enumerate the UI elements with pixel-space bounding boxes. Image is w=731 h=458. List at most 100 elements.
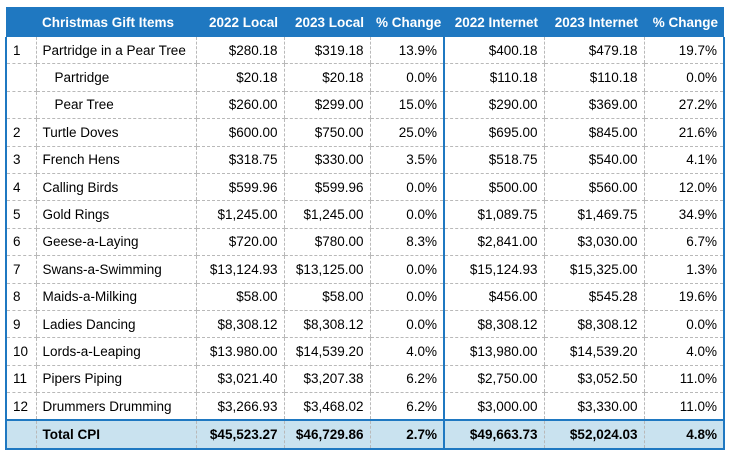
cell-2022-local: $1,245.00 <box>195 200 284 229</box>
cell-gift-name: Pipers Piping <box>35 365 196 394</box>
cell-2022-local: $599.96 <box>195 173 284 202</box>
cell-row-number: 11 <box>5 365 36 394</box>
cell-2022-local: $3,266.93 <box>195 392 284 421</box>
table-row: 2 Turtle Doves $600.00 $750.00 25.0% $695.00 $… <box>5 118 725 147</box>
cell-2023-internet: $479.18 <box>543 37 644 65</box>
header-2022-internet: 2022 Internet <box>444 7 544 37</box>
cell-row-number: 10 <box>5 337 36 366</box>
table-row: 10 Lords-a-Leaping $13.980.00 $14,539.20 4.0… <box>5 337 725 366</box>
cell-2023-local: $780.00 <box>283 228 370 257</box>
table-row: 4 Calling Birds $599.96 $599.96 0.0% $500.00 $… <box>5 173 725 202</box>
cell-2023-internet: $540.00 <box>543 146 644 174</box>
cell-2023-internet: $3,330.00 <box>543 392 644 421</box>
cell-2022-local: $3,021.40 <box>195 365 284 394</box>
cell-row-number: 6 <box>5 228 36 257</box>
cell-internet-change: 12.0% <box>643 173 725 202</box>
total-row: Total CPI $45,523.27 $46,729.86 2.7% $49,663… <box>5 419 725 450</box>
cell-local-change: 0.0% <box>369 283 444 311</box>
cell-gift-name: French Hens <box>35 146 196 174</box>
cell-2023-internet: $14,539.20 <box>543 337 644 366</box>
cell-local-change: 0.0% <box>369 255 444 284</box>
table-row: 8 Maids-a-Milking $58.00 $58.00 0.0% $456.00 $… <box>5 283 725 311</box>
cell-gift-name: Pear Tree <box>35 91 196 120</box>
cell-local-change: 0.0% <box>369 310 444 339</box>
cell-2023-local: $58.00 <box>283 283 370 311</box>
cell-local-change: 3.5% <box>369 146 444 174</box>
cell-2023-local: $299.00 <box>283 91 370 120</box>
cell-2023-local: $20.18 <box>283 63 370 92</box>
cell-2022-internet: $500.00 <box>443 173 544 202</box>
table-row: 5 Gold Rings $1,245.00 $1,245.00 0.0% $1,089.… <box>5 200 725 229</box>
cell-row-number: 8 <box>5 283 36 311</box>
cell-2022-local: $13,124.93 <box>195 255 284 284</box>
cell-internet-change: 19.7% <box>643 37 725 65</box>
cell-2022-local: $13.980.00 <box>195 337 284 366</box>
cell-2023-internet: $110.18 <box>543 63 644 92</box>
cell-2023-internet: $15,325.00 <box>543 255 644 284</box>
cell-2022-internet: $2,841.00 <box>443 228 544 257</box>
cell-2022-local: $20.18 <box>195 63 284 92</box>
cell-2023-local: $13,125.00 <box>283 255 370 284</box>
cell-gift-name: Partridge in a Pear Tree <box>35 37 196 65</box>
table-row: Partridge $20.18 $20.18 0.0% $110.18 $110.18 0… <box>5 63 725 92</box>
cell-2023-local: $14,539.20 <box>283 337 370 366</box>
cell-row-number: 12 <box>5 392 36 421</box>
cell-local-change: 25.0% <box>369 118 444 147</box>
cell-internet-change: 0.0% <box>643 63 725 92</box>
table-row: 11 Pipers Piping $3,021.40 $3,207.38 6.2% $2,… <box>5 365 725 394</box>
cell-row-number: 9 <box>5 310 36 339</box>
cell-internet-change: 34.9% <box>643 200 725 229</box>
cell-2022-local: $720.00 <box>195 228 284 257</box>
cell-2022-local: $8,308.12 <box>195 310 284 339</box>
total-cell-2022-local: $45,523.27 <box>195 419 284 450</box>
cell-2023-internet: $369.00 <box>543 91 644 120</box>
cell-gift-name: Partridge <box>35 63 196 92</box>
header-2023-local: 2023 Local <box>284 7 370 37</box>
cell-row-number: 5 <box>5 200 36 229</box>
table-row: 12 Drummers Drumming $3,266.93 $3,468.02 6.2… <box>5 392 725 421</box>
header-gift-items: Christmas Gift Items <box>36 7 196 37</box>
cell-row-number: 4 <box>5 173 36 202</box>
cell-2023-local: $319.18 <box>283 37 370 65</box>
cell-2023-local: $8,308.12 <box>283 310 370 339</box>
cell-row-number <box>5 91 36 120</box>
cell-local-change: 0.0% <box>369 173 444 202</box>
cell-2023-internet: $8,308.12 <box>543 310 644 339</box>
cell-gift-name: Calling Birds <box>35 173 196 202</box>
table-row: 1 Partridge in a Pear Tree $280.18 $319.18 1… <box>5 37 725 65</box>
total-cell-local-change: 2.7% <box>369 419 444 450</box>
cell-gift-name: Ladies Dancing <box>35 310 196 339</box>
header-index <box>6 7 36 37</box>
cell-internet-change: 19.6% <box>643 283 725 311</box>
cell-total-index <box>5 419 36 450</box>
cell-2023-local: $3,468.02 <box>283 392 370 421</box>
cell-local-change: 6.2% <box>369 365 444 394</box>
cell-internet-change: 6.7% <box>643 228 725 257</box>
cell-local-change: 4.0% <box>369 337 444 366</box>
header-internet-change: % Change <box>644 7 724 37</box>
cell-row-number <box>5 63 36 92</box>
cell-2023-local: $3,207.38 <box>283 365 370 394</box>
cell-2022-internet: $695.00 <box>443 118 544 147</box>
cell-total-label: Total CPI <box>35 419 196 450</box>
cell-2022-internet: $2,750.00 <box>443 365 544 394</box>
cell-local-change: 8.3% <box>369 228 444 257</box>
cell-2022-internet: $8,308.12 <box>443 310 544 339</box>
header-2022-local: 2022 Local <box>196 7 284 37</box>
table-row: Pear Tree $260.00 $299.00 15.0% $290.00 $369.… <box>5 91 725 120</box>
total-cell-2023-local: $46,729.86 <box>283 419 370 450</box>
cell-local-change: 0.0% <box>369 200 444 229</box>
cell-row-number: 1 <box>5 37 36 65</box>
cell-local-change: 6.2% <box>369 392 444 421</box>
cell-gift-name: Gold Rings <box>35 200 196 229</box>
cell-internet-change: 1.3% <box>643 255 725 284</box>
cell-2022-internet: $1,089.75 <box>443 200 544 229</box>
cell-local-change: 15.0% <box>369 91 444 120</box>
cell-gift-name: Swans-a-Swimming <box>35 255 196 284</box>
cell-local-change: 0.0% <box>369 63 444 92</box>
cell-internet-change: 21.6% <box>643 118 725 147</box>
cell-gift-name: Geese-a-Laying <box>35 228 196 257</box>
table-row: 9 Ladies Dancing $8,308.12 $8,308.12 0.0% $8,… <box>5 310 725 339</box>
cell-2023-local: $1,245.00 <box>283 200 370 229</box>
header-local-change: % Change <box>370 7 444 37</box>
